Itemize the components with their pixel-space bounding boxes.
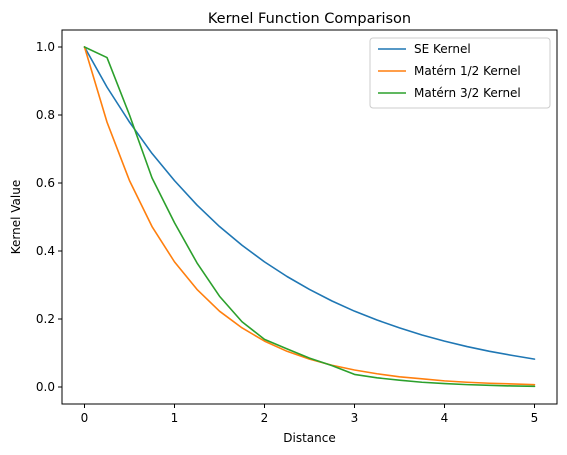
- x-axis-ticks: 0 1 2 3 4 5: [81, 404, 539, 425]
- x-tick-label: 4: [441, 411, 449, 425]
- x-tick-label: 0: [81, 411, 89, 425]
- series-line-3: [83, 46, 536, 388]
- series-line-1: [83, 46, 536, 360]
- y-tick-label: 0.2: [36, 312, 55, 326]
- plot-frame: [61, 29, 558, 405]
- y-tick-label: 0.8: [36, 108, 55, 122]
- legend-label-3: Matérn 3/2 Kernel: [414, 86, 521, 100]
- x-tick-label: 3: [351, 411, 359, 425]
- y-tick-label: 0.6: [36, 176, 55, 190]
- legend-label-1: SE Kernel: [414, 42, 471, 56]
- chart-title: Kernel Function Comparison: [208, 11, 411, 27]
- legend-label-2: Matérn 1/2 Kernel: [414, 64, 521, 78]
- x-tick-label: 1: [171, 411, 179, 425]
- x-axis-label: Distance: [283, 431, 335, 445]
- x-tick-label: 5: [531, 411, 539, 425]
- x-tick-label: 2: [261, 411, 269, 425]
- series-line-2: [83, 46, 536, 386]
- y-axis-label: Kernel Value: [9, 180, 23, 254]
- series-layer: [83, 46, 536, 388]
- legend-frame: [369, 37, 551, 109]
- y-tick-label: 0.0: [36, 380, 55, 394]
- y-tick-label: 1.0: [36, 40, 55, 54]
- y-tick-label: 0.4: [36, 244, 55, 258]
- y-axis-ticks: 0.0 0.2 0.4 0.6 0.8 1.0: [36, 40, 62, 394]
- legend: SE Kernel Matérn 1/2 Kernel Matérn 3/2 Ker…: [369, 37, 551, 109]
